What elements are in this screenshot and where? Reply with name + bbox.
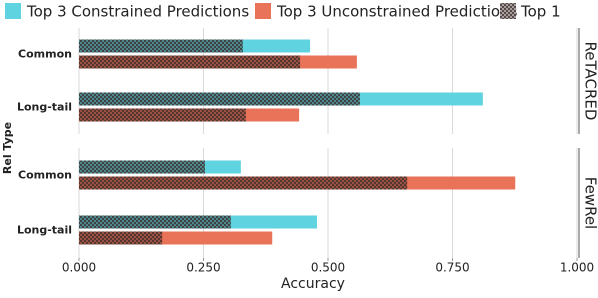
legend-label: Top 1 <box>520 3 561 21</box>
legend-label: Top 3 Constrained Predictions <box>26 3 249 21</box>
bar-top1 <box>79 161 205 174</box>
bar-top1 <box>79 93 360 106</box>
y-tick-label: Common <box>18 48 72 61</box>
bar-top1 <box>79 216 231 229</box>
x-tick-label: 1.000 <box>560 261 594 275</box>
bar-top1 <box>79 109 246 122</box>
x-tick-label: 0.750 <box>435 261 469 275</box>
x-tick-label: 0.000 <box>62 261 96 275</box>
x-axis-label: Accuracy <box>281 276 345 292</box>
legend-swatch <box>255 3 271 19</box>
bar-top1 <box>79 232 162 245</box>
bar-top1 <box>79 177 407 190</box>
y-tick-label: Long-tail <box>17 101 72 114</box>
y-tick-label: Common <box>18 169 72 182</box>
y-tick-label: Long-tail <box>17 224 72 237</box>
bar-top1 <box>79 56 300 69</box>
x-tick-label: 0.500 <box>311 261 345 275</box>
panel-title: ReTACRED <box>582 42 598 121</box>
legend-label: Top 3 Unconstrained Predictions <box>276 3 518 21</box>
legend-swatch <box>500 3 516 19</box>
x-tick-label: 0.250 <box>186 261 220 275</box>
legend-swatch <box>5 3 21 19</box>
bar-top1 <box>79 40 243 53</box>
y-axis-label: Rel Type <box>1 122 14 174</box>
panel-title: FewRel <box>582 177 598 229</box>
